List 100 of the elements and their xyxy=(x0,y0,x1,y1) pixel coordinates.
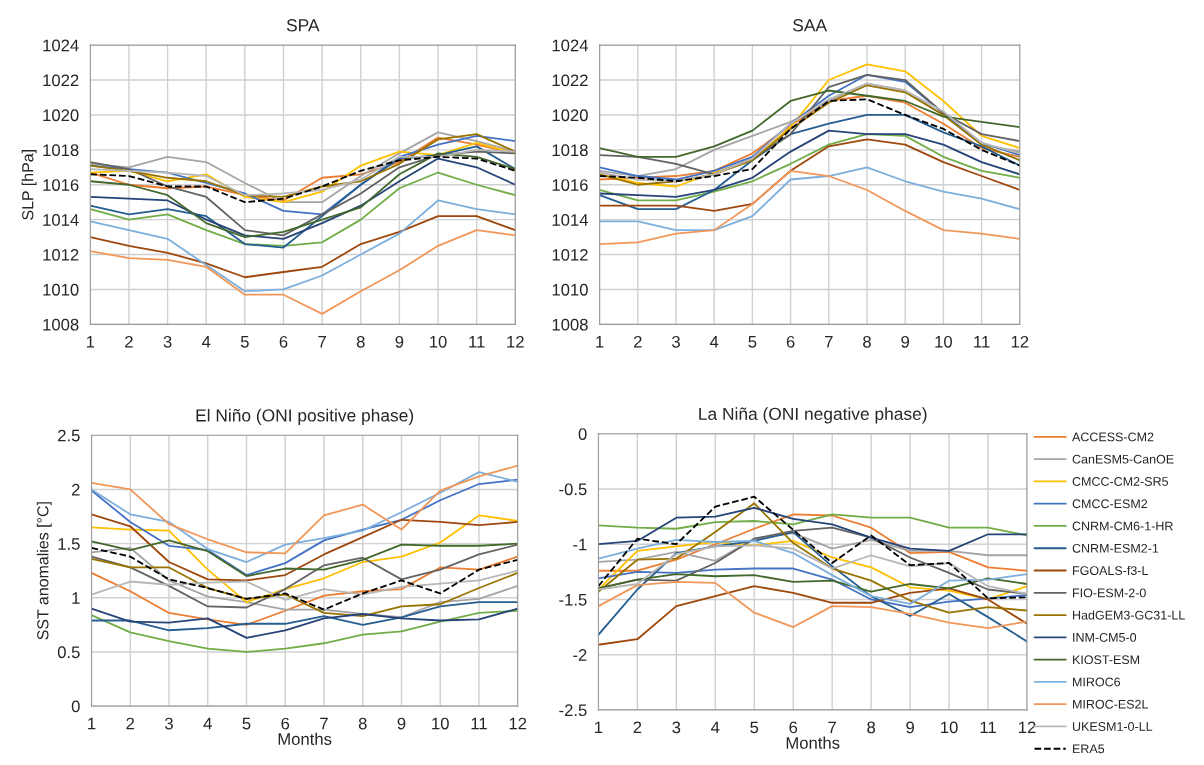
x-tick-label: 6 xyxy=(279,335,288,348)
y-axis-title: SLP [hPa] xyxy=(21,150,37,220)
x-tick-label: 2 xyxy=(126,717,135,730)
x-tick-label: 10 xyxy=(432,717,449,730)
y-tick-label: 1024 xyxy=(552,39,588,52)
legend-label: UKESM1-0-LL xyxy=(1072,722,1153,731)
line-series xyxy=(599,89,1020,158)
line-series xyxy=(598,585,1028,646)
x-tick-label: 5 xyxy=(748,336,757,348)
x-tick-label: 1 xyxy=(596,336,604,348)
x-tick-label: 1 xyxy=(86,336,95,348)
x-tick-label: 7 xyxy=(825,336,833,348)
y-tick-label: 1010 xyxy=(43,283,79,296)
y-tick-label: -1.5 xyxy=(559,594,587,606)
x-tick-label: 6 xyxy=(281,717,290,730)
x-tick-label: 3 xyxy=(165,717,173,730)
x-tick-label: 10 xyxy=(941,721,958,734)
y-tick-label: 1018 xyxy=(43,144,79,157)
x-tick-label: 1 xyxy=(88,717,96,730)
x-tick-label: 2 xyxy=(634,335,642,348)
line-series xyxy=(90,229,516,315)
line-series xyxy=(599,114,1020,211)
y-tick-label: 1008 xyxy=(552,318,588,331)
legend-label: ACCESS-CM2 xyxy=(1072,432,1154,442)
legend-label: KIOST-ESM xyxy=(1073,655,1140,665)
y-tick-label: 1020 xyxy=(43,109,79,122)
x-tick-label: 12 xyxy=(507,335,524,348)
y-tick-label: 1024 xyxy=(43,39,79,52)
legend-label: FIO-ESM-2-0 xyxy=(1073,588,1146,598)
legend-label: INM-CM5-0 xyxy=(1073,632,1137,642)
legend-label: MIROC-ES2L xyxy=(1073,699,1148,709)
x-tick-label: 11 xyxy=(980,721,996,734)
x-tick-label: 12 xyxy=(1011,335,1029,348)
line-series xyxy=(598,502,1028,614)
y-tick-label: 1008 xyxy=(43,318,79,331)
x-tick-label: 12 xyxy=(509,717,527,730)
y-tick-label: -0.5 xyxy=(559,483,587,496)
x-tick-label: 8 xyxy=(863,335,871,348)
line-series xyxy=(90,199,516,293)
x-tick-label: 2 xyxy=(633,721,642,734)
x-tick-label: 11 xyxy=(974,336,990,348)
x-tick-label: 10 xyxy=(935,335,953,348)
line-series xyxy=(91,464,518,555)
chart-title: El Niño (ONI positive phase) xyxy=(196,408,414,425)
x-tick-label: 4 xyxy=(201,336,211,348)
legend-label: ERA5 xyxy=(1073,744,1105,754)
x-tick-label: 12 xyxy=(1019,721,1036,734)
line-series xyxy=(91,609,518,653)
y-tick-label: -1 xyxy=(573,538,587,551)
y-tick-label: 1010 xyxy=(552,283,588,296)
line-series xyxy=(598,573,1028,593)
y-tick-label: 1012 xyxy=(43,248,79,261)
y-tick-label: 1022 xyxy=(552,74,588,87)
y-tick-label: 1018 xyxy=(552,144,588,157)
x-tick-label: 3 xyxy=(671,335,680,348)
line-series xyxy=(90,145,516,249)
x-tick-label: 3 xyxy=(672,721,681,734)
line-series xyxy=(599,166,1020,232)
legend-label: MIROC6 xyxy=(1073,677,1121,687)
x-tick-label: 1 xyxy=(595,721,603,734)
line-series xyxy=(598,506,1028,552)
x-tick-label: 7 xyxy=(828,721,836,734)
chart-title: La Niña (ONI negative phase) xyxy=(699,407,927,424)
y-tick-label: 2.5 xyxy=(58,429,80,442)
x-axis-title: Months xyxy=(786,736,840,749)
x-tick-label: 9 xyxy=(397,717,406,730)
legend-label: CMCC-ESM2 xyxy=(1072,499,1148,509)
x-tick-label: 9 xyxy=(395,335,404,348)
legend-label: HadGEM3-GC31-LL xyxy=(1073,610,1185,620)
y-tick-label: 1.5 xyxy=(58,538,80,550)
y-tick-label: 0 xyxy=(578,428,587,440)
x-tick-label: 9 xyxy=(901,335,910,348)
line-series xyxy=(91,601,518,632)
x-tick-label: 7 xyxy=(318,336,326,348)
line-series xyxy=(91,539,518,578)
y-axis-title: SST anomalies [°C] xyxy=(36,502,52,640)
chart-title: SPA xyxy=(286,19,320,32)
y-tick-label: 1012 xyxy=(552,248,588,261)
x-tick-label: 8 xyxy=(356,335,365,348)
y-tick-label: 1016 xyxy=(43,179,79,191)
line-series xyxy=(91,607,518,639)
y-tick-label: -2.5 xyxy=(559,704,587,717)
y-tick-label: 0 xyxy=(71,700,80,713)
x-axis-title: Months xyxy=(278,732,332,745)
y-tick-label: 1022 xyxy=(43,74,79,87)
line-series xyxy=(90,148,516,197)
legend-label: CNRM-CM6-1-HR xyxy=(1072,521,1173,531)
x-tick-label: 8 xyxy=(358,717,367,730)
line-series xyxy=(91,471,518,563)
legend-label: CMCC-CM2-SR5 xyxy=(1072,477,1169,486)
line-series xyxy=(598,544,1028,595)
line-series xyxy=(91,478,518,576)
line-series xyxy=(91,514,518,604)
y-tick-label: 1016 xyxy=(552,179,588,191)
x-tick-label: 2 xyxy=(125,335,133,348)
x-tick-label: 11 xyxy=(469,336,485,348)
line-series xyxy=(598,513,1028,537)
line-series xyxy=(91,569,518,601)
x-tick-label: 10 xyxy=(430,335,447,348)
x-tick-label: 4 xyxy=(709,336,719,348)
